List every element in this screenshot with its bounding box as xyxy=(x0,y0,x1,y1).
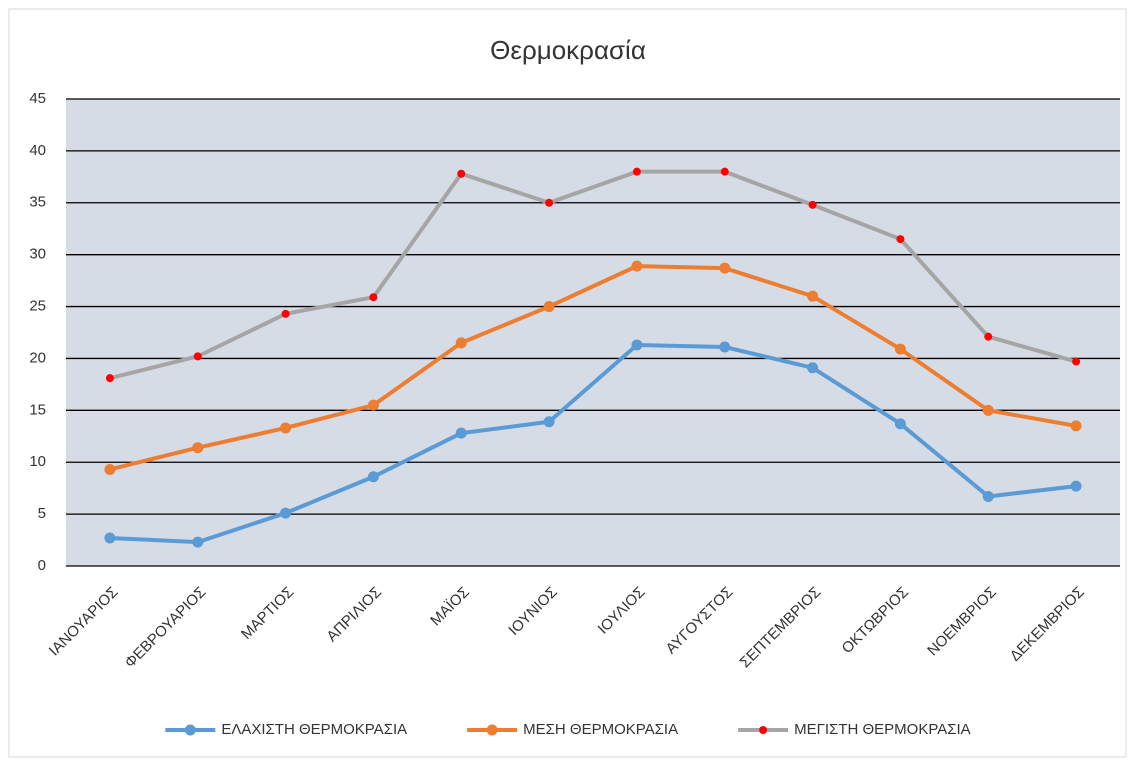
data-point xyxy=(896,235,905,244)
y-tick-label: 30 xyxy=(29,246,46,263)
data-point xyxy=(807,290,819,302)
legend-label: ΜΕΓΙΣΤΗ ΘΕΡΜΟΚΡΑΣΙΑ xyxy=(794,721,971,738)
data-point xyxy=(367,471,379,483)
data-point xyxy=(631,339,643,351)
y-tick-label: 10 xyxy=(29,453,46,470)
data-point xyxy=(545,198,554,207)
data-point xyxy=(631,260,643,272)
y-tick-label: 25 xyxy=(29,298,46,315)
data-point xyxy=(984,332,993,341)
data-point xyxy=(281,309,290,318)
y-tick-label: 5 xyxy=(38,505,46,522)
y-tick-label: 40 xyxy=(29,142,46,159)
data-point xyxy=(280,507,292,519)
data-point xyxy=(894,418,906,430)
series-line xyxy=(109,169,1077,381)
data-point xyxy=(719,341,731,353)
data-point xyxy=(807,362,819,374)
data-point xyxy=(105,374,114,383)
data-point xyxy=(894,343,906,355)
plot-area xyxy=(66,99,1120,566)
data-point xyxy=(367,399,379,411)
data-point xyxy=(193,352,202,361)
data-point xyxy=(104,463,116,475)
chart-title: Θερμοκρασία xyxy=(490,35,646,65)
data-point xyxy=(192,442,204,454)
data-point xyxy=(719,262,731,274)
data-point xyxy=(104,532,116,544)
y-tick-label: 45 xyxy=(29,90,46,107)
data-point xyxy=(720,167,729,176)
data-point xyxy=(280,422,292,434)
data-point xyxy=(1072,357,1081,366)
data-point xyxy=(1070,420,1082,432)
data-point xyxy=(369,293,378,302)
y-tick-label: 20 xyxy=(29,349,46,366)
data-point xyxy=(982,404,994,416)
data-point xyxy=(1070,480,1082,492)
y-tick-label: 15 xyxy=(29,401,46,418)
data-point xyxy=(543,416,555,428)
data-point xyxy=(457,169,466,178)
legend-marker xyxy=(184,724,196,736)
series-line xyxy=(109,264,1077,472)
legend-label: ΕΛΑΧΙΣΤΗ ΘΕΡΜΟΚΡΑΣΙΑ xyxy=(221,721,407,738)
legend-marker xyxy=(759,726,768,734)
data-point xyxy=(808,200,817,209)
y-tick-label: 35 xyxy=(29,194,46,211)
data-point xyxy=(192,536,204,548)
legend-label: ΜΕΣΗ ΘΕΡΜΟΚΡΑΣΙΑ xyxy=(523,721,678,738)
legend-marker xyxy=(486,724,498,736)
data-point xyxy=(982,490,994,502)
y-tick-label: 0 xyxy=(38,557,46,574)
data-point xyxy=(543,301,555,313)
data-point xyxy=(632,167,641,176)
data-point xyxy=(455,337,467,349)
data-point xyxy=(455,427,467,439)
series-line xyxy=(109,342,1077,545)
